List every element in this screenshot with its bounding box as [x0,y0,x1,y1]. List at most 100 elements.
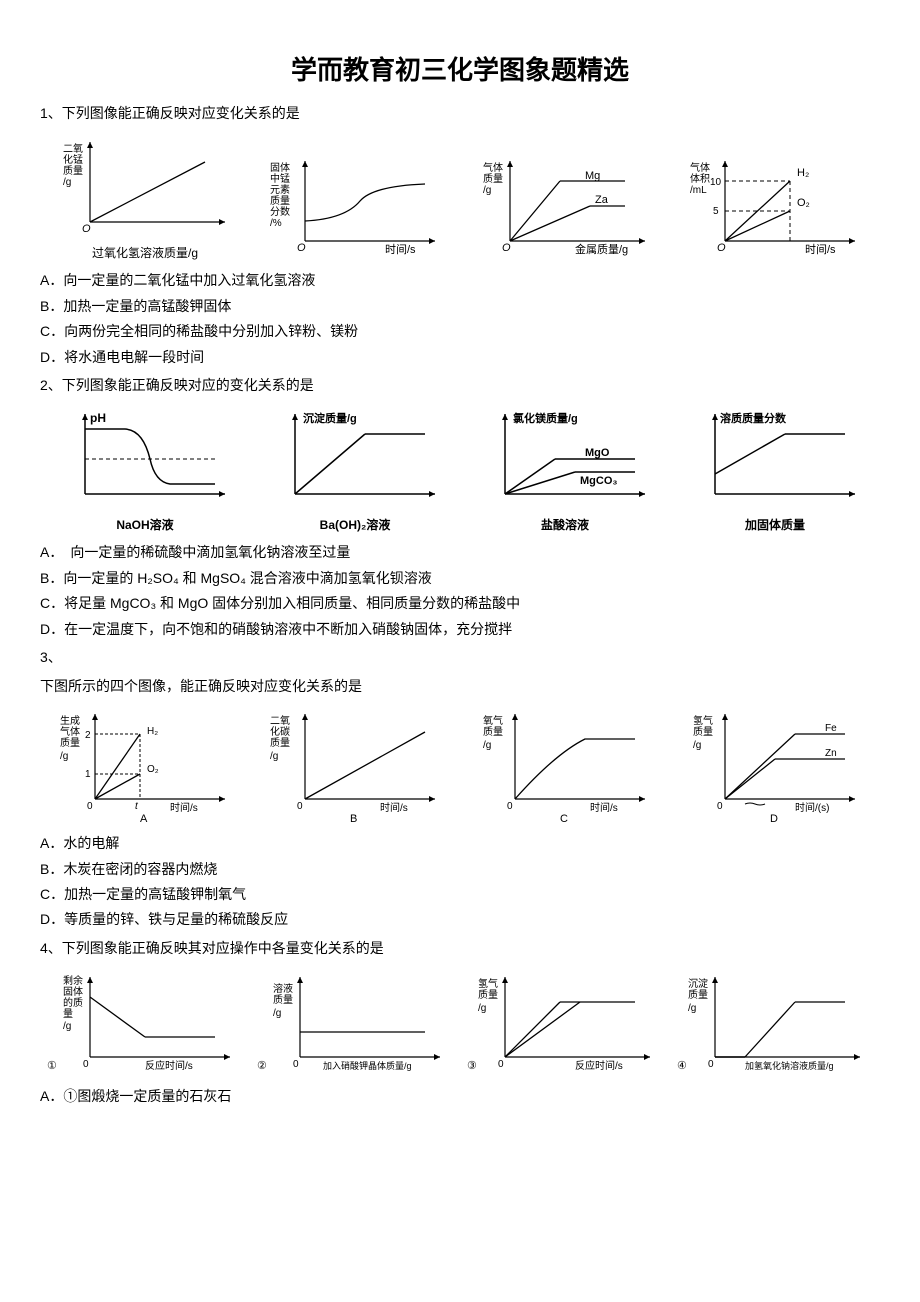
svg-text:质量: 质量 [63,165,83,177]
q1c-mg: Mg [585,170,600,182]
svg-text:/g: /g [63,177,71,188]
q3-chart-c: 氧气 质量 /g 0 时间/s C [460,704,670,824]
q1-prompt: 1、下列图像能正确反映对应变化关系的是 [40,102,880,124]
q3a-xlabel: 时间/s [170,801,198,814]
q1-opt-b: B．加热一定量的高锰酸钾固体 [40,295,880,317]
q4-2-circ: ② [257,1060,267,1072]
q1d-tick5: 5 [713,206,719,217]
q3a-label: A [140,813,148,824]
q4-chart-2: 溶液 质量 /g ② 0 加入硝酸钾晶体质量/g [250,967,460,1077]
q4-text: 下列图象能正确反映其对应操作中各量变化关系的是 [62,940,384,956]
svg-text:/g: /g [60,751,68,762]
q3d-zn: Zn [825,748,837,759]
q3c-origin: 0 [507,801,513,812]
q4-1-circ: ① [47,1060,57,1072]
q3-charts: 生成 气体 质量 /g 2 1 H₂ O₂ 0 t 时间/s A 二氧 化碳 [40,704,880,824]
svg-text:/g: /g [483,185,491,196]
q4-charts: 剩余 固体 的质 量 /g ① 0 反应时间/s 溶液 质量 /g ② 0 加入… [40,967,880,1077]
q2-opt-b: B．向一定量的 H₂SO₄ 和 MgSO₄ 混合溶液中滴加氢氧化钡溶液 [40,567,880,589]
svg-text:剩余: 剩余 [63,974,83,987]
svg-text:气体: 气体 [60,725,80,738]
svg-text:质量: 质量 [478,989,498,1001]
q3a-origin: 0 [87,801,93,812]
q1d-xlabel: 时间/s [805,243,836,256]
q1-opt-d: D．将水通电电解一段时间 [40,346,880,368]
q4-chart-4: 沉淀 质量 /g ④ 0 加氢氧化钠溶液质量/g [670,967,880,1077]
svg-text:量: 量 [63,1008,73,1020]
svg-text:二氧: 二氧 [270,714,290,727]
svg-text:中锰: 中锰 [270,172,290,185]
svg-text:/g: /g [478,1003,486,1014]
q2c-mgco3: MgCO₃ [580,475,617,487]
q3c-xlabel: 时间/s [590,801,618,814]
svg-text:气体: 气体 [483,161,503,174]
q2b-xlabel: Ba(OH)₂溶液 [250,516,460,533]
q3b-xlabel: 时间/s [380,801,408,814]
svg-text:质量: 质量 [60,737,80,749]
q2-text: 下列图象能正确反映对应的变化关系的是 [62,377,314,393]
q1-num: 1、 [40,105,62,121]
q1a-ylabel: 二氧 [63,142,83,155]
q2-chart-b: 沉淀质量/g Ba(OH)₂溶液 [250,404,460,533]
svg-text:氢气: 氢气 [693,714,713,727]
q2a-ylabel: pH [90,411,106,425]
q1c-xlabel: 金属质量/g [575,242,628,256]
q3-opt-c: C．加热一定量的高锰酸钾制氧气 [40,883,880,905]
q1d-origin: O [717,242,726,254]
svg-text:质量: 质量 [273,994,293,1006]
q3-chart-d: 氢气 质量 /g Fe Zn 0 时间/(s) D [670,704,880,824]
svg-text:/mL: /mL [690,185,707,196]
svg-text:/g: /g [273,1008,281,1019]
q3-opt-a: A．水的电解 [40,832,880,854]
svg-text:的质: 的质 [63,996,83,1009]
q1-text: 下列图像能正确反映对应变化关系的是 [62,105,300,121]
q1-chart-d: 气体 体积 /mL 10 5 H₂ O₂ O 时间/s [670,151,880,261]
svg-text:氧气: 氧气 [483,714,503,727]
q1c-origin: O [502,242,511,254]
q3d-label: D [770,813,778,824]
svg-text:分数: 分数 [270,205,290,218]
q3a-tick1: 1 [85,769,91,780]
svg-text:沉淀: 沉淀 [688,977,708,990]
svg-text:氢气: 氢气 [478,977,498,990]
q3d-fe: Fe [825,723,837,734]
q1d-tick10: 10 [710,177,722,188]
q1-chart-a: 二氧 化锰 质量 /g O 过氧化氢溶液质量/g [40,132,250,261]
q4-opt-a: A．①图煅烧一定质量的石灰石 [40,1085,880,1107]
q4-3-origin: 0 [498,1059,504,1070]
q3-text: 下图所示的四个图像，能正确反映对应变化关系的是 [40,676,880,696]
svg-text:质量: 质量 [688,989,708,1001]
svg-text:生成: 生成 [60,714,80,727]
svg-text:质量: 质量 [270,195,290,207]
svg-text:/%: /% [270,218,282,229]
svg-text:/g: /g [483,740,491,751]
q4-4-xlabel: 加氢氧化钠溶液质量/g [745,1060,834,1071]
q1-chart-b: 固体 中锰 元素 质量 分数 /% O 时间/s [250,151,460,261]
svg-text:质量: 质量 [483,173,503,185]
q2b-ylabel: 沉淀质量/g [303,411,357,425]
q2c-xlabel: 盐酸溶液 [460,516,670,533]
q2c-mgo: MgO [585,447,610,459]
q4-4-circ: ④ [677,1060,687,1072]
q3b-label: B [350,813,357,824]
q2-prompt: 2、下列图象能正确反映对应的变化关系的是 [40,374,880,396]
svg-text:t: t [135,801,139,812]
q4-chart-1: 剩余 固体 的质 量 /g ① 0 反应时间/s [40,967,250,1077]
q4-chart-3: 氢气 质量 /g ③ 0 反应时间/s [460,967,670,1077]
q4-2-origin: 0 [293,1059,299,1070]
svg-text:/g: /g [270,751,278,762]
q1-opt-a: A．向一定量的二氧化锰中加入过氧化氢溶液 [40,269,880,291]
q4-1-xlabel: 反应时间/s [145,1059,193,1072]
svg-text:元素: 元素 [270,183,290,196]
svg-text:/g: /g [688,1003,696,1014]
svg-text:体积: 体积 [690,173,710,185]
q2-charts: pH NaOH溶液 沉淀质量/g Ba(OH)₂溶液 氯化镁质量/g [40,404,880,533]
q3-chart-a: 生成 气体 质量 /g 2 1 H₂ O₂ 0 t 时间/s A [40,704,250,824]
q2c-ylabel: 氯化镁质量/g [513,411,578,425]
svg-text:气体: 气体 [690,161,710,174]
svg-text:质量: 质量 [483,726,503,738]
q3b-origin: 0 [297,801,303,812]
svg-text:固体: 固体 [270,162,290,174]
q2d-ylabel: 溶质质量分数 [720,411,787,425]
svg-text:/g: /g [63,1021,71,1032]
